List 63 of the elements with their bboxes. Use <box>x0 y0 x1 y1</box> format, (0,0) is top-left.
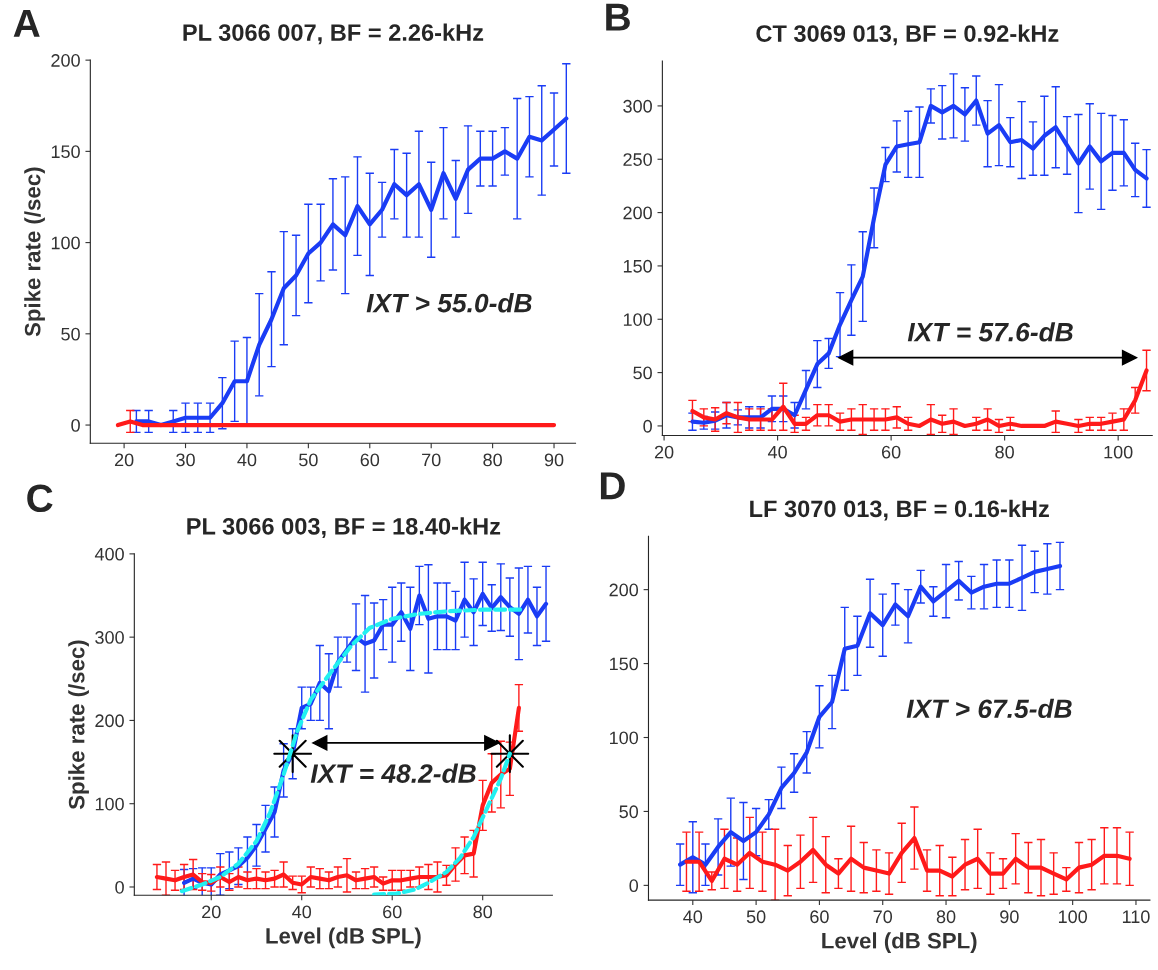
y-tick-label: 250 <box>623 153 652 166</box>
annotation: IXT = 57.6-dB <box>907 322 1073 342</box>
x-tick-label: 40 <box>767 445 787 459</box>
y-tick-label: 100 <box>623 313 652 326</box>
y-tick-label: 100 <box>610 731 639 745</box>
x-tick-label: 80 <box>473 905 493 919</box>
annotation: IXT = 48.2-dB <box>310 763 476 783</box>
x-tick-label: 30 <box>176 453 195 467</box>
x-tick-label: 40 <box>683 910 703 924</box>
y-tick-label: 50 <box>633 366 652 380</box>
x-tick-label: 40 <box>292 905 312 919</box>
x-tick-label: 40 <box>237 453 257 467</box>
x-tick-label: 100 <box>1104 445 1133 459</box>
chart-title: CT 3069 013, BF = 0.92-kHz <box>756 24 1059 46</box>
x-tick-label: 60 <box>360 453 380 467</box>
x-tick-label: 50 <box>746 910 766 924</box>
x-tick-label: 80 <box>995 445 1014 459</box>
annotation: IXT > 55.0-dB <box>366 293 532 313</box>
y-tick-label: 0 <box>115 880 124 894</box>
text: A <box>13 9 40 37</box>
x-tick-label: 50 <box>299 453 318 467</box>
y-tick-label: 150 <box>623 259 652 273</box>
y-tick-label: 200 <box>623 206 652 220</box>
x-tick-label: 70 <box>873 910 893 924</box>
x-tick-label: 90 <box>1000 910 1019 924</box>
y-tick-label: 0 <box>71 418 80 432</box>
text: D <box>600 472 625 500</box>
y-tick-label: 150 <box>610 657 639 671</box>
y-tick-label: 100 <box>95 797 124 811</box>
y-tick-label: 200 <box>95 714 124 728</box>
y-axis-title: Spike rate (/sec) <box>24 167 45 337</box>
y-tick-label: 0 <box>629 879 639 893</box>
x-tick-label: 90 <box>544 453 564 467</box>
x-tick-label: 60 <box>810 910 829 924</box>
y-tick-label: 0 <box>643 419 652 433</box>
chart-title: PL 3066 003, BF = 18.40-kHz <box>187 517 501 539</box>
x-tick-label: 80 <box>936 910 956 924</box>
x-tick-label: 60 <box>881 445 901 459</box>
y-tick-label: 150 <box>51 145 80 159</box>
y-tick-label: 200 <box>609 583 639 597</box>
y-tick-label: 100 <box>51 236 80 250</box>
x-tick-label: 60 <box>383 905 402 919</box>
text: B <box>606 3 630 31</box>
x-tick-label: 110 <box>1122 910 1150 924</box>
y-tick-label: 200 <box>51 54 80 67</box>
y-tick-label: 400 <box>94 547 124 561</box>
x-tick-label: 100 <box>1058 910 1088 924</box>
x-tick-label: 20 <box>202 905 221 919</box>
chart-title: PL 3066 007, BF = 2.26-kHz <box>183 23 484 45</box>
y-axis-title: Spike rate (/sec) <box>68 640 89 810</box>
x-tick-label: 80 <box>483 453 502 467</box>
x-tick-label: 20 <box>654 445 674 459</box>
y-tick-label: 300 <box>95 631 124 644</box>
annotation: IXT > 67.5-dB <box>906 698 1072 719</box>
text: C <box>27 484 53 513</box>
y-tick-label: 50 <box>619 805 639 819</box>
y-tick-label: 50 <box>61 327 80 341</box>
x-tick-label: 20 <box>114 453 134 467</box>
x-axis-title: Level (dB SPL) <box>822 932 977 953</box>
x-axis-title: Level (dB SPL) <box>266 927 421 949</box>
x-tick-label: 70 <box>422 453 441 467</box>
chart-title: LF 3070 013, BF = 0.16-kHz <box>750 499 1049 521</box>
y-tick-label: 300 <box>623 99 652 113</box>
